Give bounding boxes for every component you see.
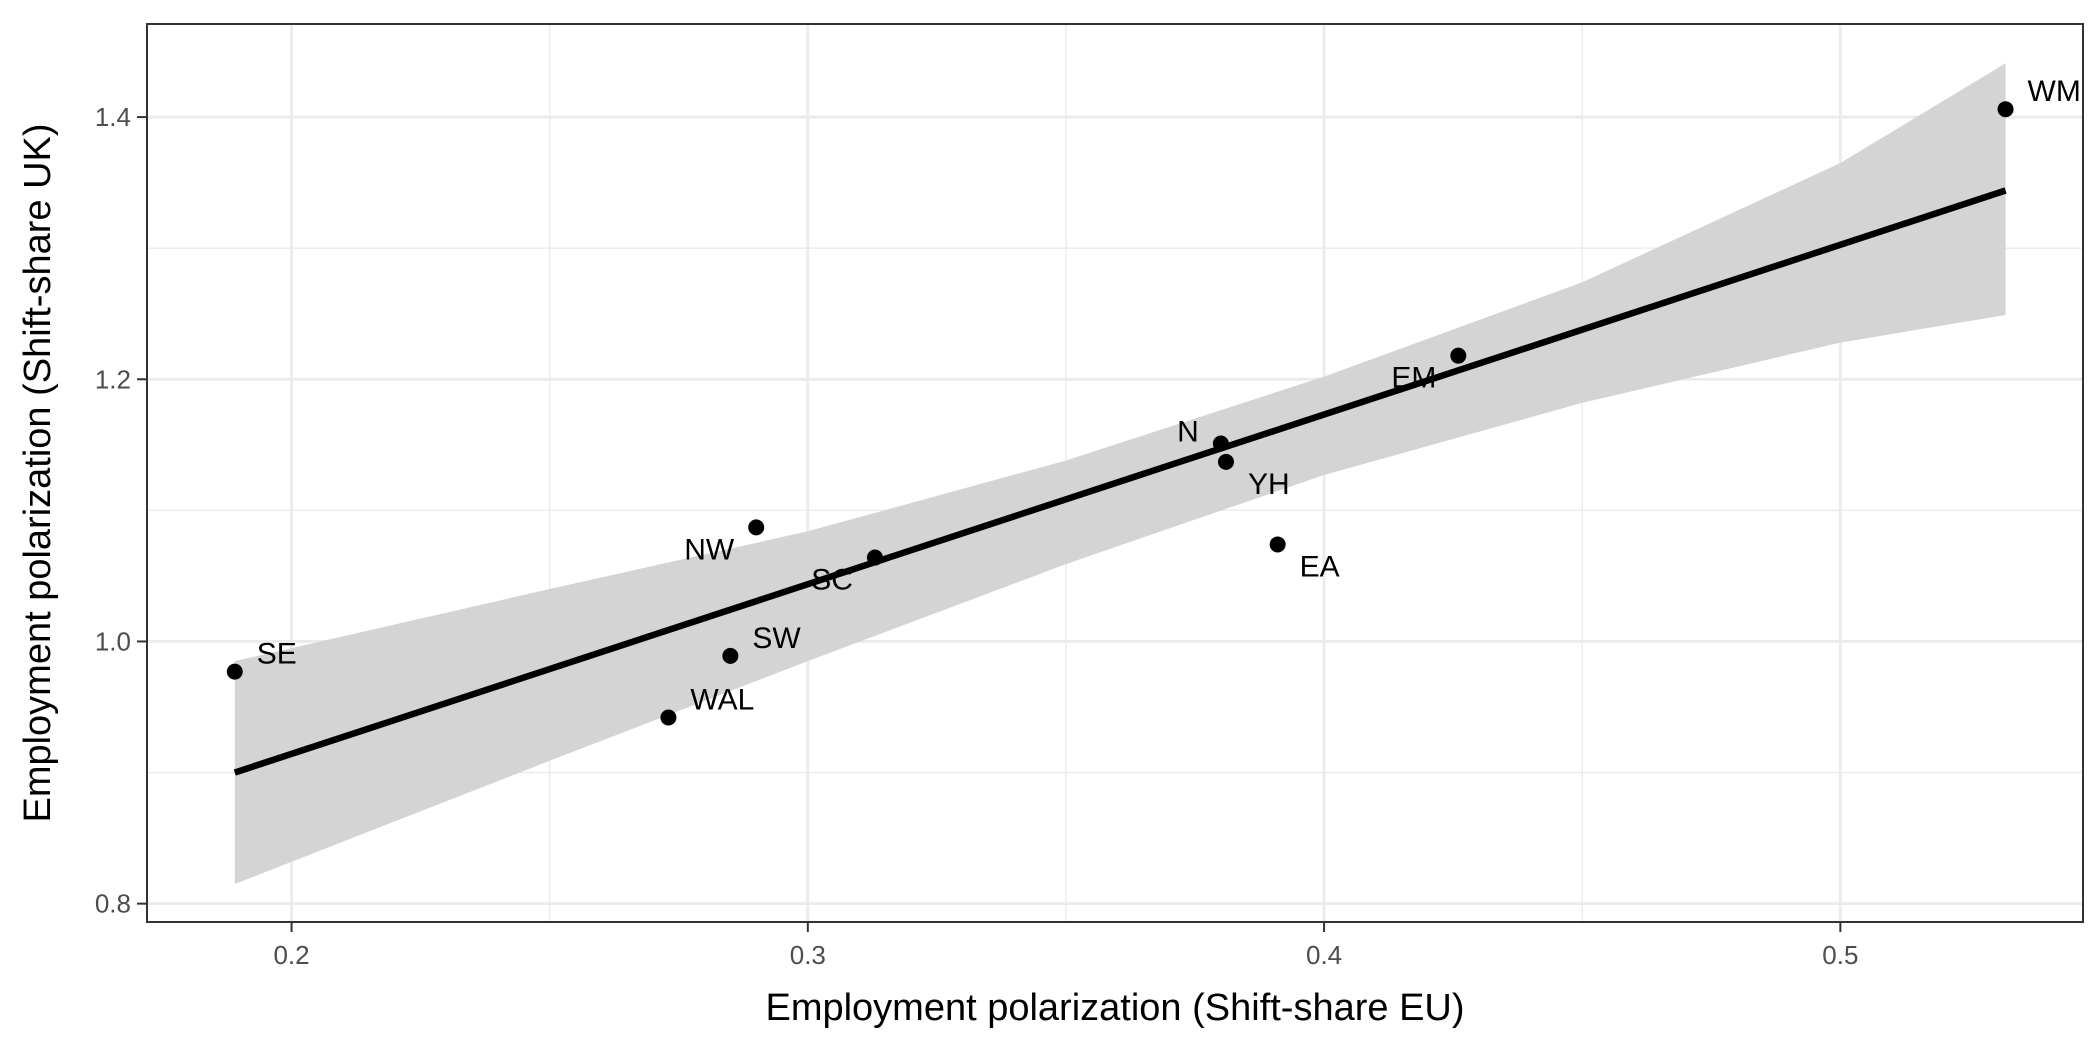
y-tick-label: 1.4: [95, 102, 131, 132]
point-label-wm: WM: [2028, 75, 2081, 108]
y-axis-title: Employment polarization (Shift-share UK): [17, 123, 59, 822]
point-label-sc: SC: [811, 564, 853, 597]
point-label-sw: SW: [752, 622, 801, 655]
grid-lines: [147, 24, 2083, 922]
x-axis: 0.2 0.3 0.4 0.5: [273, 922, 1858, 970]
data-point-nw: [748, 519, 765, 536]
confidence-band-group: [234, 63, 2006, 885]
fit-line-group: [233, 187, 2007, 776]
data-point-se: [226, 663, 243, 680]
point-label-n: N: [1177, 416, 1199, 449]
point-label-wal: WAL: [690, 683, 754, 716]
point-label-ea: EA: [1300, 550, 1340, 583]
panel-border: [146, 23, 2084, 923]
x-axis-title: Employment polarization (Shift-share EU): [765, 987, 1464, 1029]
data-point-n: [1212, 435, 1229, 452]
y-axis: 0.8 1.0 1.2 1.4: [95, 102, 147, 919]
y-tick-label: 1.2: [95, 364, 131, 394]
confidence-band: [234, 63, 2006, 885]
point-label-yh: YH: [1248, 468, 1290, 501]
data-point-ea: [1269, 536, 1286, 553]
x-tick-label: 0.5: [1822, 940, 1858, 970]
point-labels-group: SE WAL SW NW SC N YH EA EM WM: [257, 75, 2081, 716]
x-tick-label: 0.4: [1306, 940, 1342, 970]
regression-line: [233, 187, 2007, 776]
point-label-em: EM: [1391, 362, 1436, 395]
x-tick-label: 0.3: [790, 940, 826, 970]
data-point-sc: [866, 549, 883, 566]
y-tick-label: 0.8: [95, 889, 131, 919]
y-tick-label: 1.0: [95, 626, 131, 656]
x-tick-label: 0.2: [273, 940, 309, 970]
data-point-wal: [660, 709, 677, 726]
data-point-wm: [1997, 101, 2014, 118]
point-label-nw: NW: [684, 533, 735, 566]
point-label-se: SE: [257, 638, 297, 671]
data-points-group: [226, 101, 2014, 726]
data-point-em: [1450, 347, 1467, 364]
data-point-sw: [722, 647, 739, 664]
data-point-yh: [1217, 453, 1234, 470]
